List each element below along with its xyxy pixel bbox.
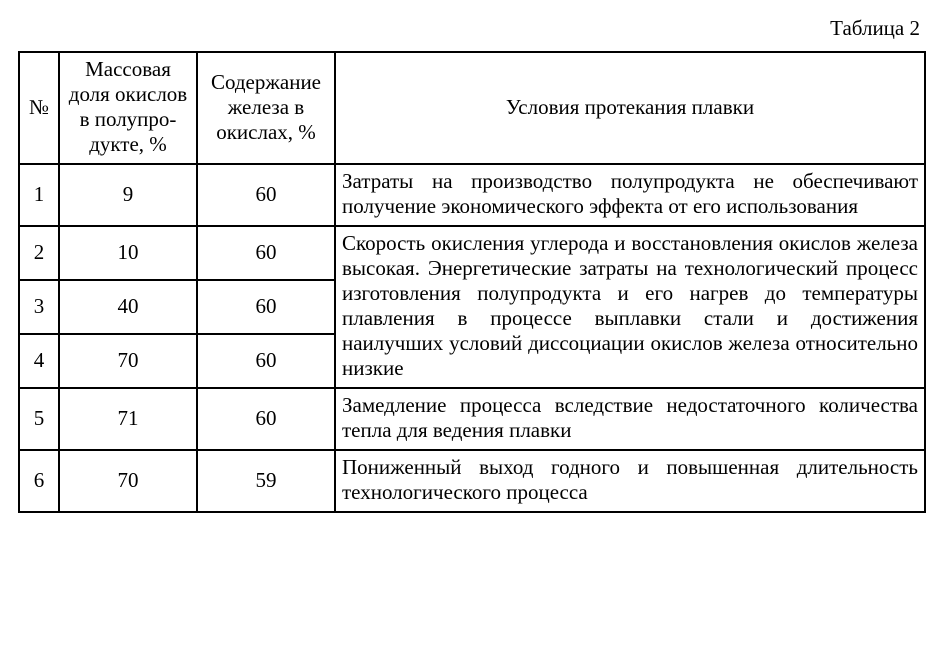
table-row: 5 71 60 Замедление процесса вследствие н… bbox=[19, 388, 925, 450]
table-header-row: № Массовая доля окислов в полупро­дукте,… bbox=[19, 52, 925, 164]
data-table: № Массовая доля окислов в полупро­дукте,… bbox=[18, 51, 926, 513]
col-header-mass: Массовая доля окислов в полупро­дукте, % bbox=[59, 52, 197, 164]
cell-mass: 10 bbox=[59, 226, 197, 280]
table-row: 6 70 59 Пониженный выход годного и повыш… bbox=[19, 450, 925, 512]
cell-mass: 70 bbox=[59, 450, 197, 512]
cell-mass: 9 bbox=[59, 164, 197, 226]
cell-number: 4 bbox=[19, 334, 59, 388]
cell-fe: 60 bbox=[197, 388, 335, 450]
col-header-number: № bbox=[19, 52, 59, 164]
cell-mass: 70 bbox=[59, 334, 197, 388]
cell-desc: Пониженный выход годного и повышенная дл… bbox=[335, 450, 925, 512]
cell-fe: 60 bbox=[197, 334, 335, 388]
cell-number: 2 bbox=[19, 226, 59, 280]
table-row: 1 9 60 Затраты на производство полупроду… bbox=[19, 164, 925, 226]
cell-number: 5 bbox=[19, 388, 59, 450]
cell-mass: 71 bbox=[59, 388, 197, 450]
cell-desc: Затраты на производство полупродукта не … bbox=[335, 164, 925, 226]
cell-fe: 59 bbox=[197, 450, 335, 512]
cell-desc: Замедление процесса вследствие недостато… bbox=[335, 388, 925, 450]
col-header-desc: Условия протекания плавки bbox=[335, 52, 925, 164]
cell-mass: 40 bbox=[59, 280, 197, 334]
cell-number: 6 bbox=[19, 450, 59, 512]
cell-fe: 60 bbox=[197, 226, 335, 280]
table-row: 2 10 60 Скорость окисления углерода и во… bbox=[19, 226, 925, 280]
table-caption: Таблица 2 bbox=[18, 16, 920, 41]
cell-fe: 60 bbox=[197, 164, 335, 226]
cell-number: 3 bbox=[19, 280, 59, 334]
cell-desc-merged: Скорость окисления углерода и восстановл… bbox=[335, 226, 925, 388]
col-header-fe: Содержание железа в окислах, % bbox=[197, 52, 335, 164]
cell-number: 1 bbox=[19, 164, 59, 226]
cell-fe: 60 bbox=[197, 280, 335, 334]
